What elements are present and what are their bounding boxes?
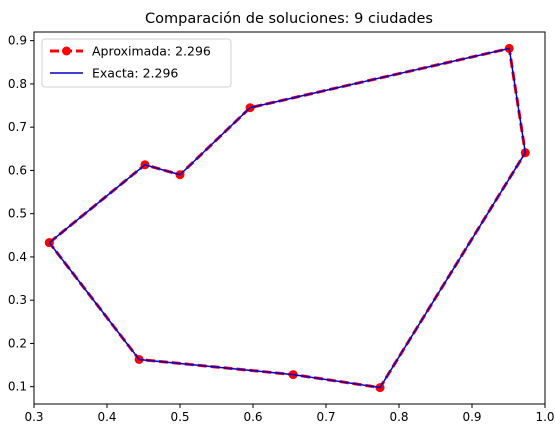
y-tick-label: 0.7 <box>8 120 27 134</box>
legend-label-approx: Aproximada: 2.296 <box>92 44 211 59</box>
y-tick-label: 0.8 <box>8 77 27 91</box>
y-tick-label: 0.4 <box>8 250 27 264</box>
y-tick-label: 0.9 <box>8 34 27 48</box>
x-tick-label: 0.5 <box>170 410 189 424</box>
y-axis: 0.1 0.2 0.3 0.4 0.5 0.6 0.7 0.8 0.9 <box>8 34 34 394</box>
plot-area <box>34 32 545 404</box>
chart-title: Comparación de soluciones: 9 ciudades <box>145 11 433 27</box>
x-tick-label: 0.3 <box>24 410 43 424</box>
x-tick-label: 0.8 <box>389 410 408 424</box>
x-tick-label: 0.6 <box>243 410 262 424</box>
legend-marker-approx <box>62 46 71 56</box>
x-tick-label: 1.0 <box>535 410 554 424</box>
plot-frame <box>33 31 546 405</box>
y-tick-label: 0.6 <box>8 163 27 177</box>
y-tick-label: 0.2 <box>8 336 27 350</box>
y-tick-label: 0.3 <box>8 293 27 307</box>
x-tick-label: 0.4 <box>97 410 116 424</box>
x-axis: 0.3 0.4 0.5 0.6 0.7 0.8 0.9 1.0 <box>24 404 555 424</box>
y-tick-label: 0.5 <box>8 207 27 221</box>
legend-box <box>41 38 232 88</box>
y-tick-label: 0.1 <box>8 380 27 394</box>
x-tick-label: 0.7 <box>316 410 335 424</box>
legend: Aproximada: 2.296 Exacta: 2.296 <box>41 38 232 88</box>
series-layer <box>44 43 530 393</box>
legend-label-exact: Exacta: 2.296 <box>92 66 178 81</box>
x-tick-label: 0.9 <box>462 410 481 424</box>
series-line-exact <box>48 47 527 389</box>
